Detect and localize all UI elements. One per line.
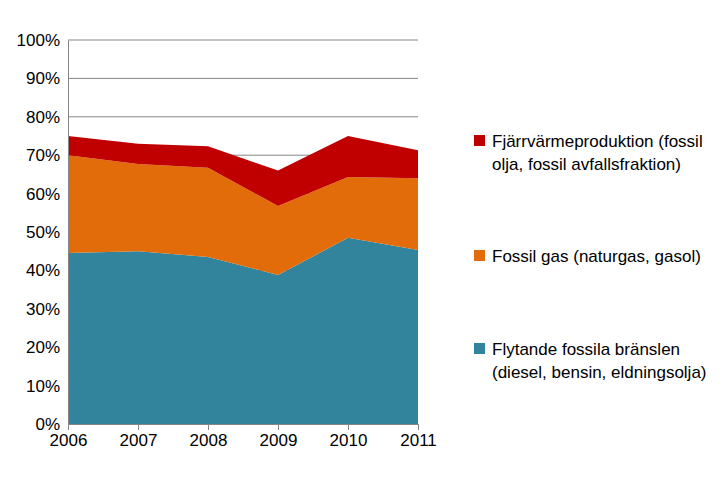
x-tick: 2006	[50, 424, 88, 450]
x-tick-label: 2011	[400, 431, 437, 450]
grid-line	[68, 78, 418, 79]
y-tick-label: 20%	[26, 338, 60, 357]
y-tick: 50%	[26, 223, 68, 242]
legend-item: Fjärrvärmeproduktion (fossil olja, fossi…	[474, 132, 707, 174]
y-tick-label: 70%	[26, 146, 60, 165]
legend-item: Fossil gas (naturgas, gasol)	[474, 247, 701, 266]
x-tick: 2010	[330, 424, 368, 450]
y-tick-label: 60%	[26, 185, 60, 204]
x-tick-mark	[208, 424, 209, 430]
y-tick: 30%	[26, 300, 68, 319]
area	[68, 136, 418, 206]
y-axis-line	[68, 41, 69, 425]
legend: Fjärrvärmeproduktion (fossil olja, fossi…	[474, 132, 707, 382]
y-tick-label: 90%	[26, 69, 60, 88]
y-tick: 20%	[26, 338, 68, 357]
y-tick-label: 50%	[26, 223, 60, 242]
x-tick-label: 2010	[330, 431, 368, 450]
grid-line	[68, 116, 418, 117]
plot-area	[68, 136, 418, 424]
x-tick-label: 2006	[50, 431, 88, 450]
x-tick: 2007	[120, 424, 158, 450]
y-tick-label: 40%	[26, 261, 60, 280]
y-tick-label: 100%	[17, 31, 60, 50]
x-tick-mark	[348, 424, 349, 430]
y-tick: 100%	[17, 31, 68, 50]
legend-label: Fossil gas (naturgas, gasol)	[492, 247, 701, 266]
x-tick-label: 2008	[190, 431, 228, 450]
y-tick-label: 10%	[26, 377, 60, 396]
y-tick-label: 30%	[26, 300, 60, 319]
x-tick-label: 2007	[120, 431, 158, 450]
y-tick: 60%	[26, 185, 68, 204]
x-tick-mark	[68, 424, 69, 430]
grid	[68, 40, 418, 424]
chart: 0%10%20%30%40%50%60%70%80%90%100%2006200…	[0, 0, 728, 492]
y-tick: 70%	[26, 146, 68, 165]
legend-swatch	[474, 135, 485, 146]
legend-swatch	[474, 343, 485, 354]
legend-swatch	[474, 250, 485, 261]
x-tick-mark	[138, 424, 139, 430]
x-tick: 2009	[260, 424, 298, 450]
y-tick: 90%	[26, 69, 68, 88]
x-axis-line	[69, 424, 419, 425]
x-tick: 2008	[190, 424, 228, 450]
x-tick-label: 2009	[260, 431, 298, 450]
y-tick: 10%	[26, 377, 68, 396]
y-axis: 0%10%20%30%40%50%60%70%80%90%100%	[17, 31, 69, 434]
grid-line	[68, 40, 418, 41]
x-tick-mark	[418, 424, 419, 430]
y-tick: 80%	[26, 108, 68, 127]
y-tick: 40%	[26, 261, 68, 280]
legend-label: Fjärrvärmeproduktion (fossil olja, fossi…	[492, 132, 707, 174]
legend-item: Flytande fossila bränslen (diesel, bensi…	[474, 340, 707, 382]
y-tick-label: 80%	[26, 108, 60, 127]
x-axis: 2006 2007 2008 2009 2010 2011	[50, 424, 437, 450]
x-tick-mark	[278, 424, 279, 430]
legend-label: Flytande fossila bränslen (diesel, bensi…	[492, 340, 707, 382]
x-tick: 2011	[400, 424, 437, 450]
